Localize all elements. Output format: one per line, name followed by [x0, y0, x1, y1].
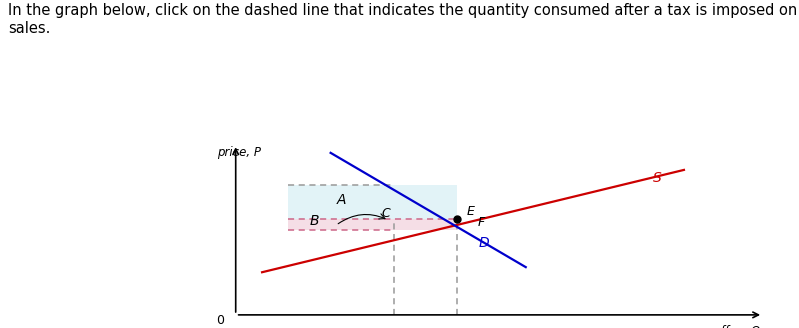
Text: A: A [336, 193, 346, 207]
Text: In the graph below, click on the dashed line that indicates the quantity consume: In the graph below, click on the dashed … [8, 3, 799, 36]
Text: C: C [382, 207, 391, 220]
Text: B: B [310, 214, 320, 228]
Text: 0: 0 [216, 314, 224, 327]
Text: coffee, Q: coffee, Q [707, 324, 761, 328]
Text: price, P: price, P [217, 146, 261, 159]
Text: S: S [654, 171, 662, 185]
Text: F: F [477, 216, 484, 229]
Text: D: D [479, 236, 489, 250]
Bar [288, 219, 457, 230]
Text: E: E [467, 205, 475, 218]
Bar [288, 185, 457, 219]
